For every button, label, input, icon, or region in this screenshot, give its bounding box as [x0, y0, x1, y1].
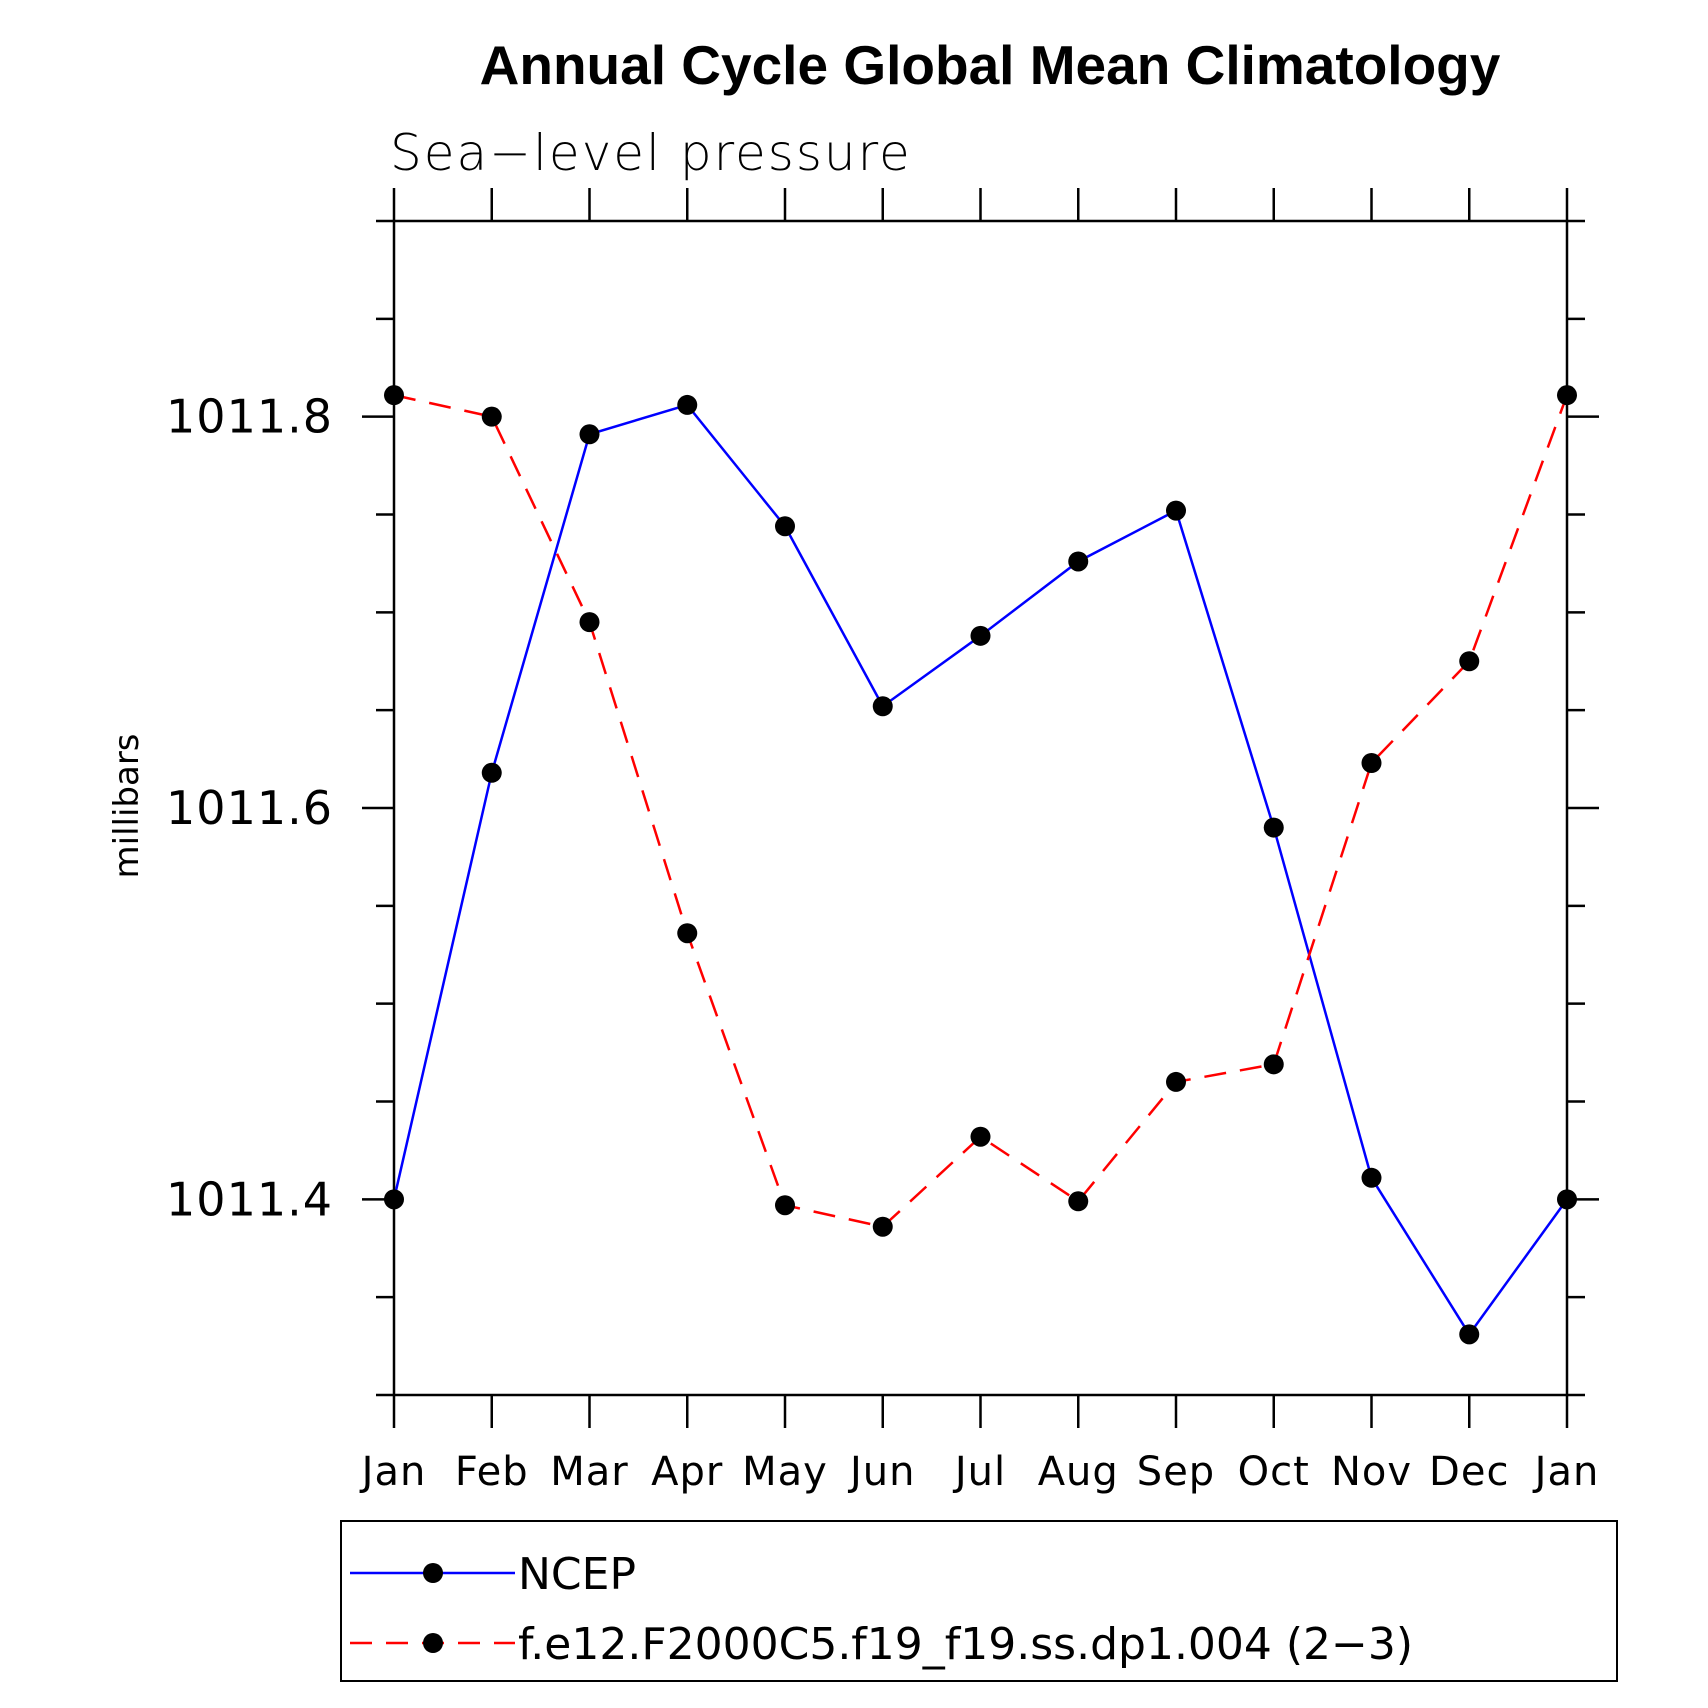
x-tick-label: Apr	[651, 1449, 723, 1495]
data-point	[481, 762, 502, 783]
data-point	[872, 1216, 893, 1237]
x-tick-label: Mar	[550, 1449, 628, 1495]
x-tick-label: Oct	[1238, 1449, 1310, 1495]
data-point	[1557, 1189, 1577, 1210]
data-point	[775, 516, 795, 537]
data-point	[1459, 1324, 1480, 1345]
x-tick-label: Jun	[847, 1449, 916, 1495]
x-tick-label: Feb	[455, 1449, 529, 1495]
axes	[392, 219, 1569, 1397]
chart-subtitle: Sea−level pressure	[390, 124, 912, 182]
y-axis-label: millibars	[107, 733, 147, 878]
x-tick-label: Dec	[1429, 1449, 1509, 1495]
data-point	[970, 1126, 991, 1147]
y-tick-label: 1011.6	[166, 781, 333, 835]
data-point	[970, 625, 991, 646]
data-point	[1557, 385, 1577, 406]
data-point	[384, 1189, 404, 1210]
data-point	[1263, 817, 1284, 838]
series-line	[392, 403, 1569, 1337]
x-tick-label: Nov	[1331, 1449, 1412, 1495]
y-axis-ticks: 1011.4 1011.6 1011.8	[166, 219, 1599, 1397]
x-tick-label: Aug	[1038, 1449, 1119, 1495]
data-point	[677, 923, 698, 944]
legend: NCEP f.e12.F2000C5.f19_f19.ss.dp1.004 (2−…	[340, 1520, 1618, 1682]
data-point	[1459, 651, 1480, 672]
data-point	[384, 385, 404, 406]
x-tick-label: Jul	[952, 1449, 1006, 1495]
series-line	[393, 393, 1569, 1229]
legend-marker	[423, 1563, 443, 1583]
data-point	[1068, 551, 1089, 572]
data-point	[1361, 752, 1382, 773]
data-point	[481, 406, 502, 427]
x-tick-label: Jan	[1532, 1449, 1600, 1495]
data-point	[1166, 1071, 1186, 1092]
data-point	[677, 394, 698, 415]
x-tick-label: Jan	[359, 1449, 427, 1495]
x-axis-ticks: Jan Feb Mar Apr May Jun Jul Aug Sep Oct Nov Dec Jan	[359, 188, 1600, 1495]
series-layer	[384, 385, 1577, 1345]
legend-box	[340, 1520, 1618, 1682]
data-point	[1068, 1191, 1089, 1212]
data-point	[1166, 500, 1186, 521]
plot-frame	[392, 219, 1569, 1397]
data-point	[579, 424, 600, 445]
legend-label: NCEP	[518, 1549, 636, 1600]
legend-items: NCEP f.e12.F2000C5.f19_f19.ss.dp1.004 (2−…	[350, 1549, 1413, 1670]
y-tick-label: 1011.4	[166, 1172, 333, 1226]
data-point	[579, 612, 600, 633]
data-point	[1263, 1054, 1284, 1075]
data-point	[1361, 1167, 1382, 1188]
series-0	[384, 394, 1577, 1345]
y-tick-label: 1011.8	[166, 390, 333, 444]
legend-marker	[423, 1633, 443, 1653]
x-tick-label: May	[742, 1449, 828, 1495]
x-tick-label: Sep	[1137, 1449, 1215, 1495]
data-point	[872, 696, 893, 717]
series-1	[384, 385, 1577, 1237]
legend-label: f.e12.F2000C5.f19_f19.ss.dp1.004 (2−3)	[518, 1619, 1413, 1670]
chart-title: Annual Cycle Global Mean Climatology	[480, 34, 1501, 96]
data-point	[775, 1195, 795, 1216]
